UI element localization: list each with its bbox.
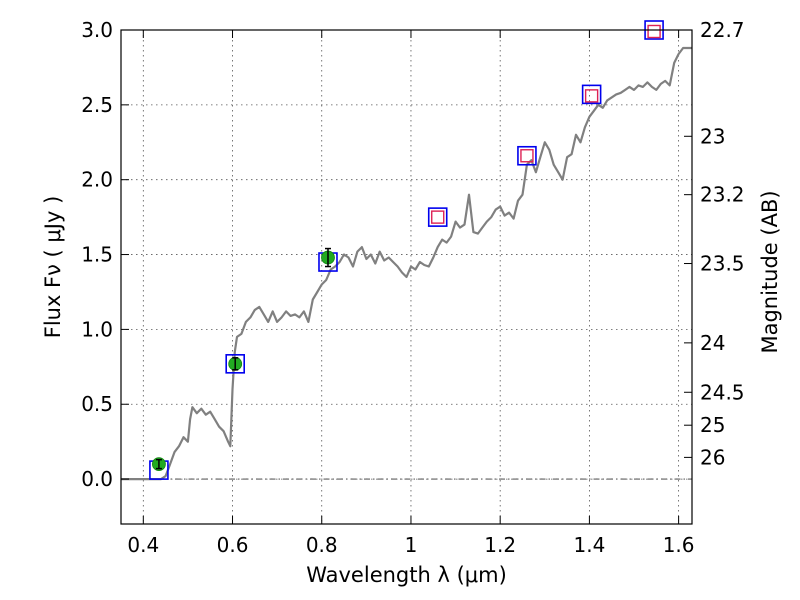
x-tick-label: 0.4 (127, 533, 159, 557)
x-tick-label: 1.4 (573, 533, 605, 557)
right-tick-label: 24.5 (700, 380, 745, 404)
right-tick-label: 23 (700, 124, 725, 148)
right-tick-label: 25 (700, 413, 725, 437)
x-tick-label: 0.6 (217, 533, 249, 557)
plot-frame (120, 29, 693, 525)
model-band-box (427, 207, 448, 227)
series-layer (121, 46, 692, 481)
marker-layer (149, 20, 664, 480)
y-tick-label: 0.5 (81, 392, 113, 416)
y-tick-label: 1.0 (81, 317, 113, 341)
model-band-box (225, 354, 245, 374)
x-tick-label: 1.6 (663, 533, 695, 557)
model-band-box (581, 84, 602, 105)
y-tick-label: 1.5 (81, 243, 113, 267)
upper-limit-box (520, 149, 534, 163)
upper-limit-box (431, 210, 445, 224)
upper-limit-box (647, 24, 661, 39)
x-tick-label: 1.2 (484, 533, 516, 557)
upper-limit-box (584, 89, 599, 103)
y-tick-label: 3.0 (81, 18, 113, 42)
y-axis-label: Flux Fν ( μJy ) (41, 196, 65, 339)
right-tick-label: 24 (700, 331, 725, 355)
sed-line (121, 46, 692, 481)
right-tick-label: 23.2 (700, 183, 745, 207)
right-tick-label: 23.5 (700, 252, 745, 276)
right-axis-label: Magnitude (AB) (758, 190, 782, 353)
x-tick-label: 1 (405, 533, 418, 557)
right-tick-label: 22.7 (700, 18, 745, 42)
y-tick-label: 2.0 (81, 168, 113, 192)
x-axis-label: Wavelength λ (μm) (306, 563, 507, 587)
model-band-box (517, 145, 537, 166)
tick-layer: 0.4 0.6 0.8 1 1.2 1.4 1.6 0.0 0.5 1.0 1.5 2.0 2.5 3.0… (81, 18, 744, 557)
x-tick-label: 0.8 (306, 533, 338, 557)
right-tick-label: 26 (700, 445, 725, 469)
y-tick-label: 2.5 (81, 93, 113, 117)
y-tick-label: 0.0 (81, 467, 113, 491)
